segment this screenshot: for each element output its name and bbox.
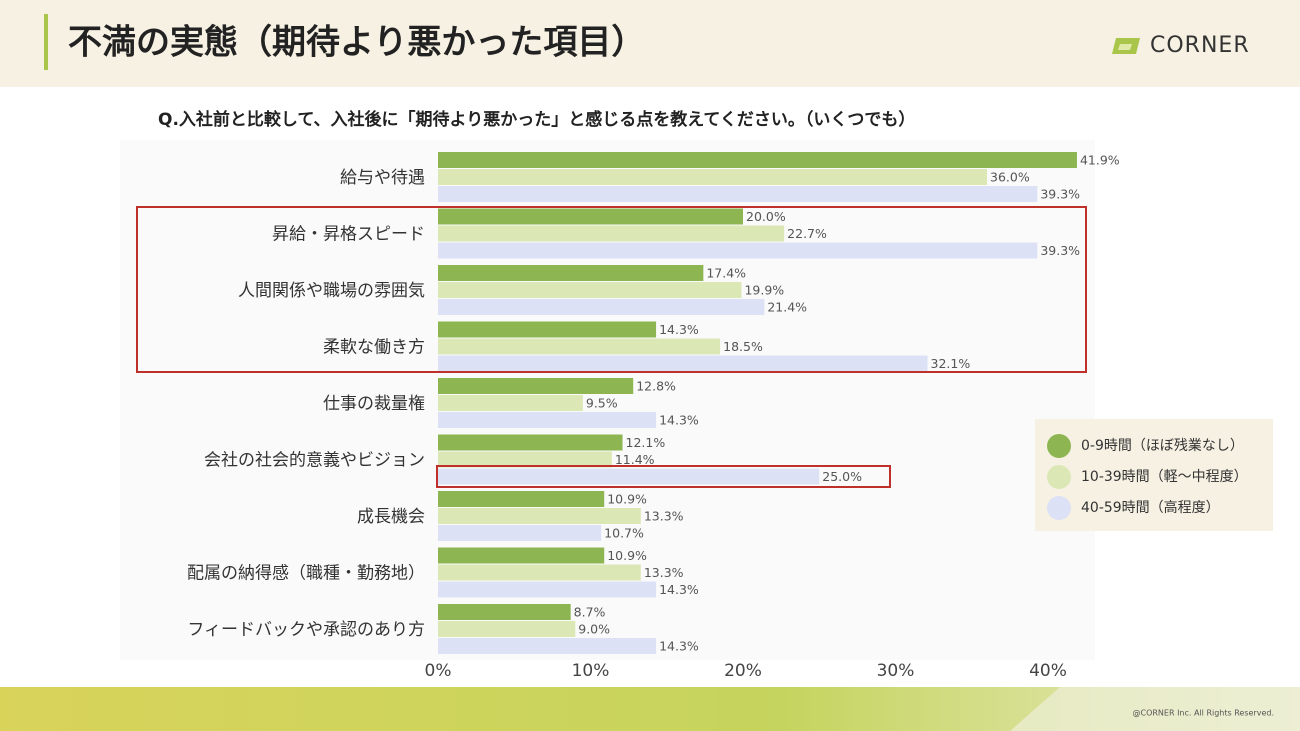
value-label: 39.3% xyxy=(1040,243,1080,258)
value-label: 12.8% xyxy=(636,379,676,394)
value-label: 12.1% xyxy=(626,435,666,450)
category-label: 会社の社会的意義やビジョン xyxy=(204,451,425,471)
bar xyxy=(438,395,583,411)
value-label: 20.0% xyxy=(746,209,786,224)
category-label: 人間関係や職場の雰囲気 xyxy=(238,281,425,301)
legend: 0-9時間（ほぼ残業なし） 10-39時間（軽〜中程度） 40-59時間（高程度） xyxy=(1047,434,1248,520)
value-label: 25.0% xyxy=(822,469,862,484)
logo-text: CORNER xyxy=(1150,33,1250,58)
legend-marker xyxy=(1047,434,1071,458)
bar xyxy=(438,208,743,225)
bar xyxy=(438,547,605,564)
value-label: 22.7% xyxy=(787,226,827,241)
category-label: フィードバックや承認のあり方 xyxy=(187,620,425,640)
bar xyxy=(438,265,704,281)
value-label: 36.0% xyxy=(990,170,1030,185)
category-label: 配属の納得感（職種・勤務地） xyxy=(187,564,425,584)
bar xyxy=(438,355,928,372)
value-label: 19.9% xyxy=(744,283,784,298)
legend-marker xyxy=(1047,465,1071,489)
value-label: 10.9% xyxy=(607,548,647,563)
x-tick-label: 20% xyxy=(724,661,762,681)
bar xyxy=(438,491,605,507)
bar xyxy=(438,321,657,338)
bar xyxy=(438,186,1038,202)
x-tick-label: 40% xyxy=(1029,661,1067,681)
bar xyxy=(438,604,571,620)
value-label: 39.3% xyxy=(1040,187,1080,202)
footer-band xyxy=(0,687,1300,731)
value-label: 9.0% xyxy=(578,622,610,637)
legend-marker xyxy=(1047,496,1071,520)
header-accent xyxy=(44,14,48,70)
bar xyxy=(438,621,576,637)
bar xyxy=(438,508,641,524)
value-label: 13.3% xyxy=(644,565,684,580)
value-label: 14.3% xyxy=(659,322,699,337)
category-label: 柔軟な働き方 xyxy=(323,338,425,358)
bar xyxy=(438,169,987,185)
value-label: 41.9% xyxy=(1080,153,1120,168)
bar xyxy=(438,412,657,428)
highlight-box xyxy=(136,206,1087,373)
logo: CORNER xyxy=(1112,33,1250,58)
legend-label: 0-9時間（ほぼ残業なし） xyxy=(1081,438,1244,454)
bar xyxy=(438,451,612,468)
value-label: 13.3% xyxy=(644,509,684,524)
value-label: 8.7% xyxy=(574,605,606,620)
bar xyxy=(438,282,742,298)
bar xyxy=(438,638,657,654)
category-label: 昇給・昇格スピード xyxy=(272,225,425,245)
logo-icon-inner xyxy=(1118,44,1132,50)
value-label: 14.3% xyxy=(659,639,699,654)
value-label: 21.4% xyxy=(767,300,807,315)
bar xyxy=(438,378,634,394)
value-label: 14.3% xyxy=(659,413,699,428)
value-label: 14.3% xyxy=(659,582,699,597)
value-label: 10.9% xyxy=(607,492,647,507)
x-tick-label: 30% xyxy=(877,661,915,681)
bar xyxy=(438,564,641,581)
page-title: 不満の実態（期待より悪かった項目） xyxy=(68,23,645,63)
legend-label: 10-39時間（軽〜中程度） xyxy=(1081,469,1248,485)
category-label: 成長機会 xyxy=(357,507,425,527)
bar xyxy=(438,152,1077,168)
bar xyxy=(438,338,721,355)
plot: 0% 10% 20% 30% 40% 給与や待遇 41.9% 36.0% 39.3% 昇給・昇格ス… xyxy=(187,152,1120,681)
value-label: 9.5% xyxy=(586,396,618,411)
legend-label: 40-59時間（高程度） xyxy=(1081,499,1220,516)
x-tick-label: 10% xyxy=(572,661,610,681)
value-label: 32.1% xyxy=(931,356,971,371)
value-label: 10.7% xyxy=(604,526,644,541)
bar xyxy=(438,581,657,598)
bar xyxy=(438,299,765,315)
category-label: 仕事の裁量権 xyxy=(323,394,425,414)
bar xyxy=(438,225,785,242)
bar xyxy=(438,242,1038,259)
header-band xyxy=(0,0,1300,87)
x-tick-label: 0% xyxy=(425,661,452,681)
value-label: 17.4% xyxy=(706,266,746,281)
copyright: @CORNER Inc. All Rights Reserved. xyxy=(1132,709,1274,718)
category-label: 給与や待遇 xyxy=(340,168,425,188)
legend-box xyxy=(1035,419,1273,531)
bar xyxy=(438,434,623,451)
value-label: 11.4% xyxy=(615,452,655,467)
bar xyxy=(438,468,820,485)
footer-shape xyxy=(1010,687,1300,731)
highlight-box xyxy=(436,465,891,488)
bar xyxy=(438,525,602,541)
value-label: 18.5% xyxy=(723,339,763,354)
question: Q.入社前と比較して、入社後に「期待より悪かった」と感じる点を教えてください。（… xyxy=(158,109,915,130)
